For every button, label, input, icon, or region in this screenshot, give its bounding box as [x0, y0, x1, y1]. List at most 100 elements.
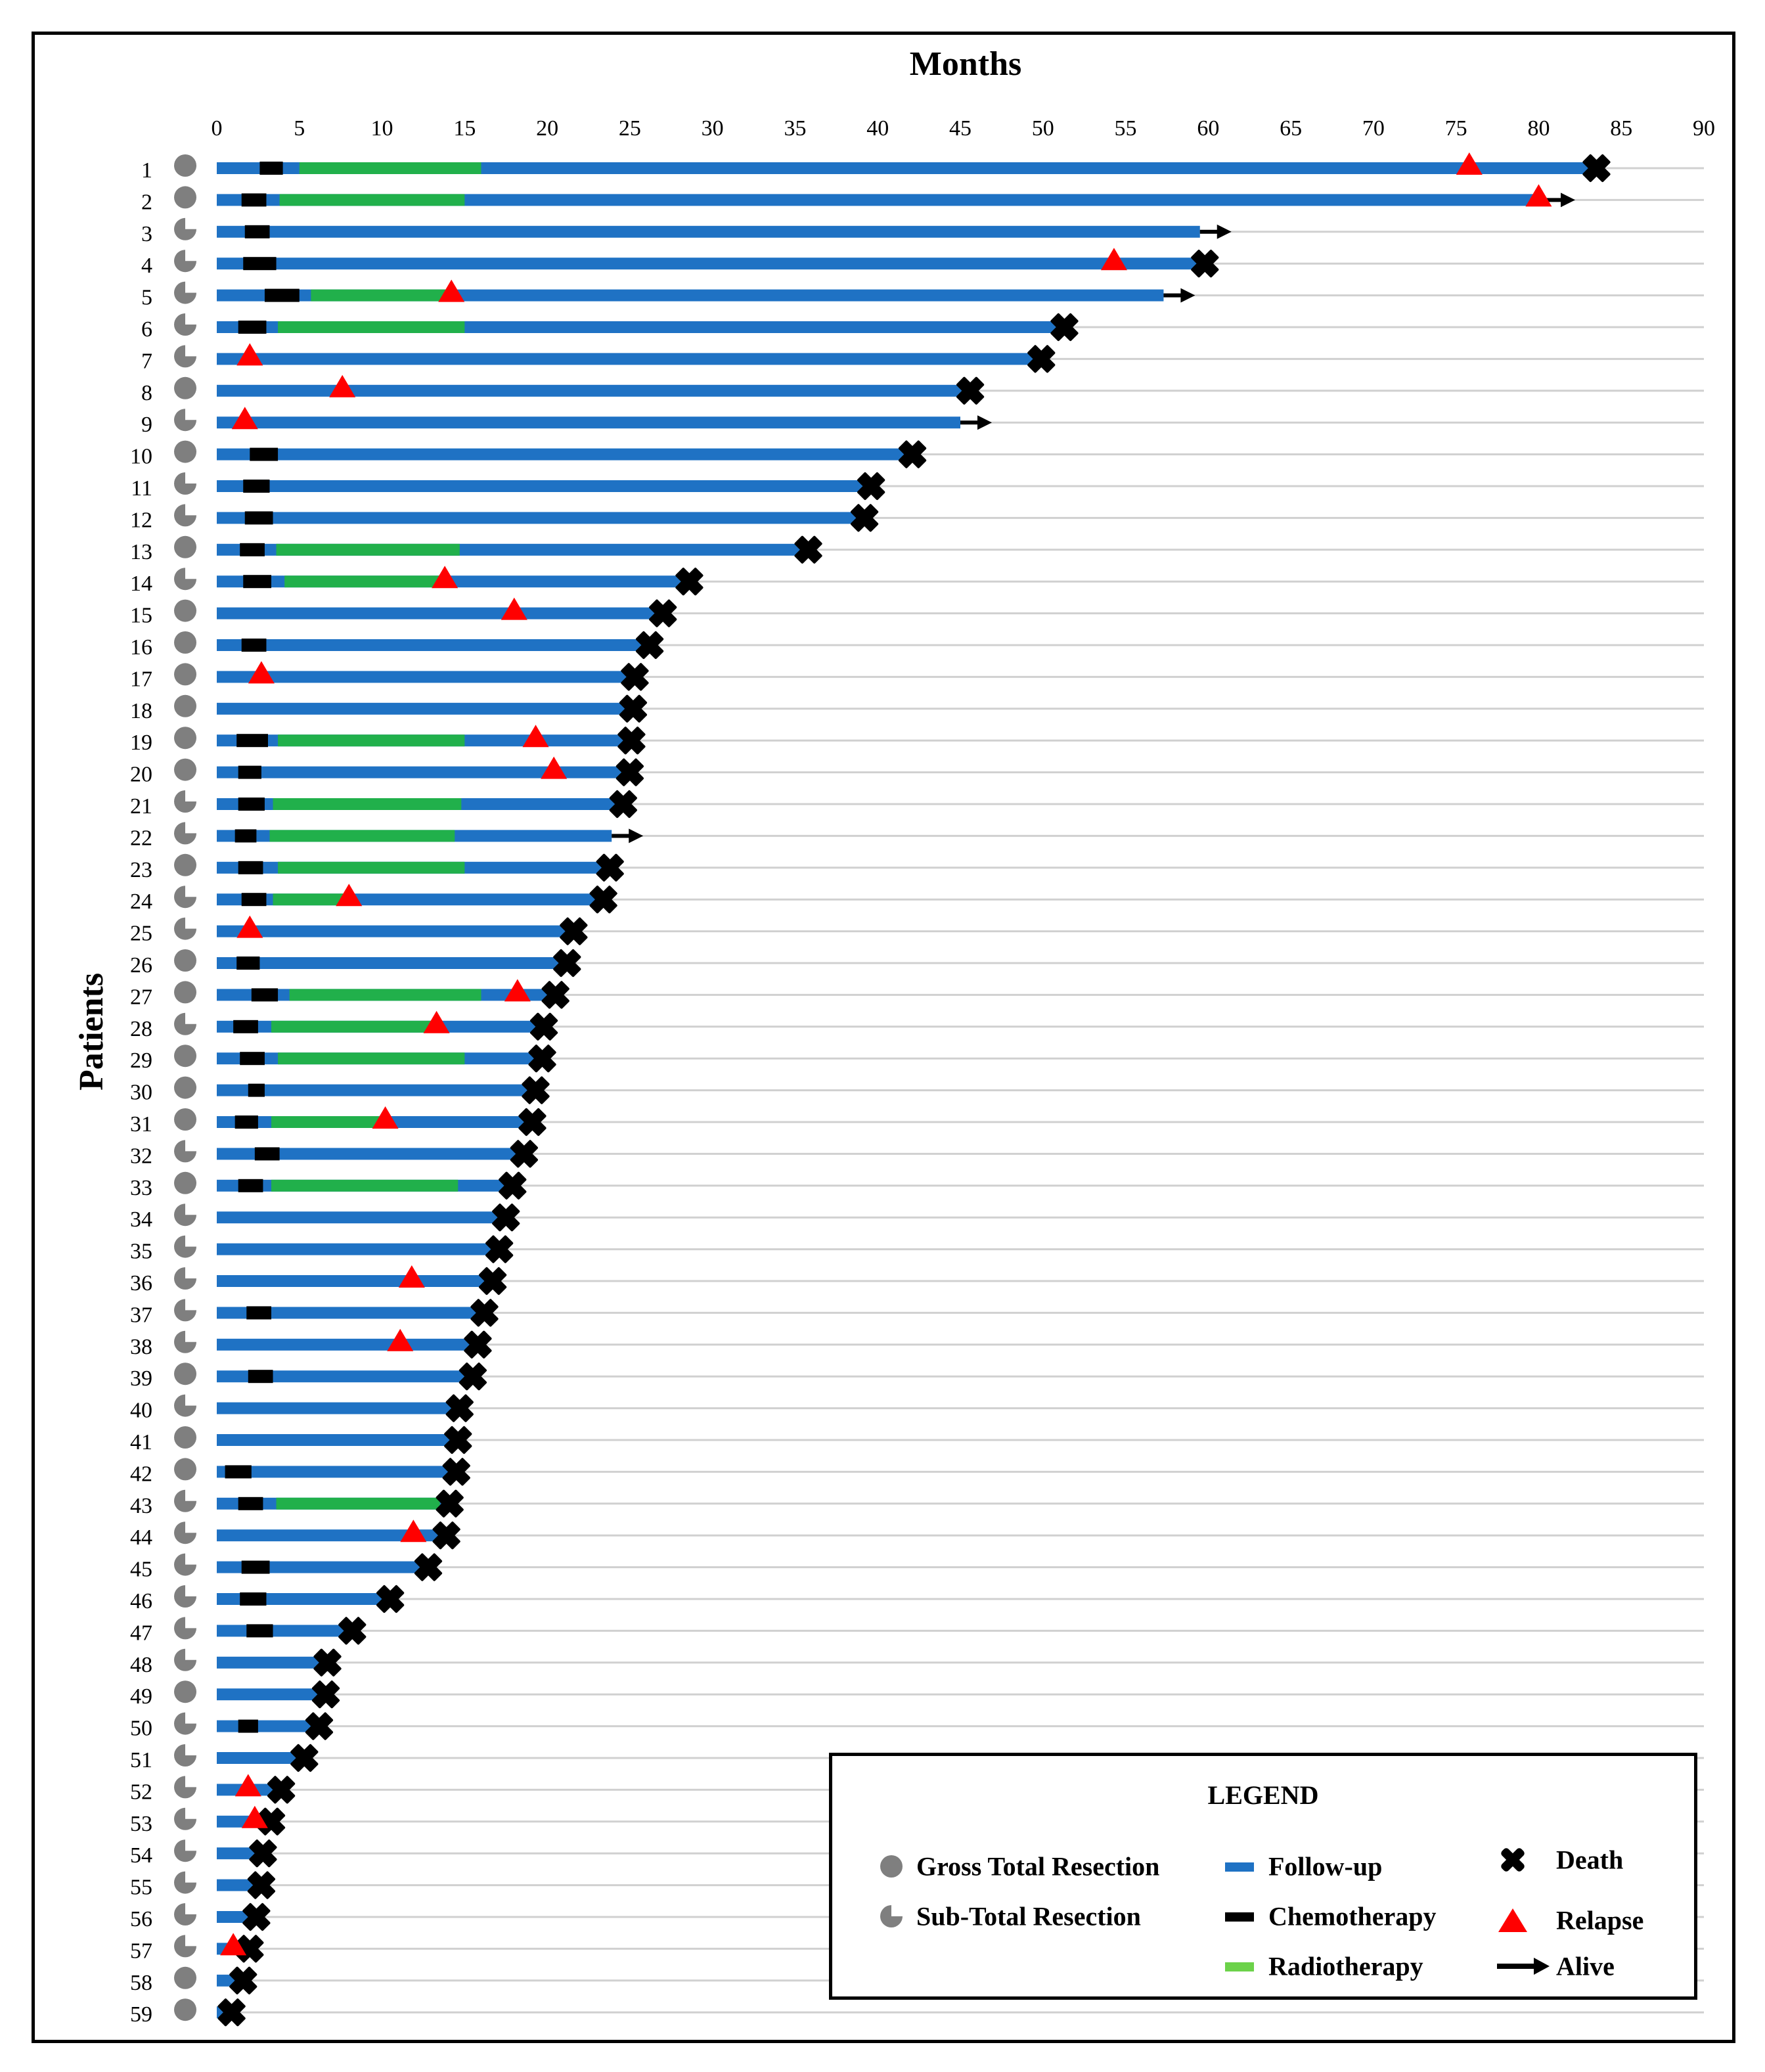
x-axis-title: Months: [909, 45, 1022, 83]
followup-bar: [217, 1752, 305, 1764]
followup-bar: [217, 1466, 457, 1478]
followup-bar: [217, 671, 635, 683]
death-marker: [432, 1521, 460, 1550]
followup-bar: [217, 225, 1200, 238]
str-marker: [174, 409, 196, 432]
patient-label: 25: [130, 922, 152, 946]
chemo-bar-icon: [1225, 1912, 1254, 1922]
x-tick-label: 55: [1115, 116, 1137, 141]
patient-row: 1: [141, 152, 1611, 183]
patient-row: 6: [141, 313, 1079, 342]
patient-label: 59: [130, 2002, 152, 2027]
patient-row: 54: [130, 1839, 277, 1868]
patient-label: 34: [130, 1207, 152, 1232]
patient-label: 39: [130, 1366, 152, 1391]
patient-row: 48: [130, 1648, 342, 1677]
followup-bar: [217, 417, 960, 429]
death-marker: [485, 1235, 514, 1263]
gtr-marker: [174, 727, 196, 750]
patient-row: 33: [130, 1171, 527, 1200]
legend-item-death: Death: [1497, 1840, 1687, 1880]
patient-row: 36: [130, 1265, 507, 1295]
death-marker: [492, 1204, 520, 1232]
followup-bar: [217, 702, 633, 715]
str-pacman-icon: [880, 1905, 903, 1927]
patient-label: 30: [130, 1081, 152, 1105]
x-tick-label: 5: [294, 116, 305, 141]
patient-label: 6: [141, 317, 152, 342]
gtr-marker: [174, 1171, 196, 1194]
patient-row: 23: [130, 853, 624, 882]
patient-label: 46: [130, 1589, 152, 1613]
patient-label: 44: [130, 1525, 152, 1550]
gtr-marker: [174, 599, 196, 622]
death-marker: [1582, 154, 1611, 183]
patient-label: 11: [131, 476, 152, 501]
patient-label: 53: [130, 1812, 152, 1836]
patient-label: 32: [130, 1144, 152, 1168]
death-marker: [541, 981, 570, 1009]
followup-bar: [217, 1434, 458, 1446]
alive-arrow-shaft: [960, 420, 979, 425]
death-marker: [1050, 313, 1079, 342]
relapse-marker: [236, 343, 263, 366]
str-marker: [174, 1648, 196, 1671]
legend-label-gtr: Gross Total Resection: [916, 1851, 1160, 1881]
relapse-marker: [236, 915, 263, 938]
followup-bar: [217, 639, 650, 651]
patient-row: 9: [141, 407, 992, 437]
followup-bar: [217, 1148, 524, 1160]
death-marker: [1027, 345, 1056, 373]
str-marker: [174, 1140, 196, 1163]
patient-row: 57: [130, 1933, 264, 1963]
relapse-marker: [235, 1774, 261, 1797]
gtr-marker: [174, 154, 196, 177]
radiotherapy-segment: [299, 162, 481, 174]
patient-row: 11: [131, 472, 885, 501]
x-tick-label: 70: [1362, 116, 1385, 141]
gtr-marker: [174, 1680, 196, 1703]
patient-label: 43: [130, 1494, 152, 1518]
patient-row: 40: [130, 1394, 474, 1423]
str-marker: [174, 1330, 196, 1353]
alive-arrow-head: [977, 415, 992, 430]
followup-bar: [217, 1625, 353, 1637]
gtr-marker: [174, 186, 196, 209]
patient-label: 55: [130, 1876, 152, 1900]
str-marker: [174, 1553, 196, 1576]
followup-bar: [217, 1275, 493, 1287]
followup-bar: [217, 1847, 263, 1860]
radiotherapy-segment: [273, 893, 349, 906]
death-marker: [617, 727, 646, 755]
str-marker: [174, 504, 196, 527]
legend-label-alive: Alive: [1556, 1951, 1615, 1981]
death-marker: [464, 1330, 492, 1359]
alive-arrow-head: [629, 828, 644, 844]
patient-label: 37: [130, 1303, 152, 1327]
legend-item-alive: Alive: [1497, 1947, 1687, 1986]
alive-arrow-head: [1560, 192, 1575, 208]
relapse-marker: [248, 661, 275, 684]
patient-label: 38: [130, 1335, 152, 1359]
str-marker: [174, 1776, 196, 1799]
chemotherapy-segment: [240, 1592, 267, 1606]
gtr-circle-icon: [880, 1855, 903, 1878]
x-tick-label: 15: [453, 116, 476, 141]
legend-label-followup: Follow-up: [1268, 1851, 1383, 1881]
chemotherapy-segment: [236, 957, 260, 970]
radiotherapy-segment: [278, 1052, 465, 1065]
chemotherapy-segment: [238, 798, 265, 811]
legend-label-death: Death: [1556, 1845, 1624, 1875]
death-marker: [376, 1585, 405, 1613]
x-tick-label: 80: [1527, 116, 1550, 141]
gtr-marker: [174, 376, 196, 399]
death-marker: [247, 1871, 276, 1899]
patient-label: 49: [130, 1684, 152, 1709]
alive-arrow-head: [1217, 224, 1232, 239]
legend-item-followup: Follow-up: [1225, 1847, 1475, 1886]
str-marker: [174, 1012, 196, 1035]
chemotherapy-segment: [241, 639, 267, 652]
death-marker: [553, 949, 581, 978]
chemotherapy-segment: [243, 575, 272, 589]
followup-bar: [217, 512, 865, 524]
